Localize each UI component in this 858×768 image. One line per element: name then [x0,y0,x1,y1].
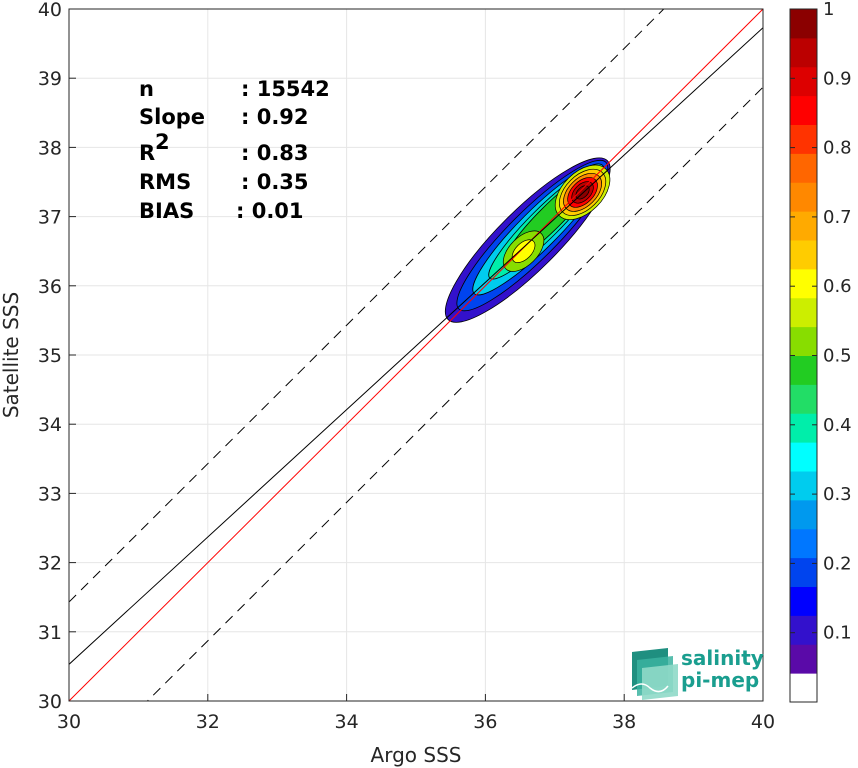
stat-superscript: 2 [155,130,170,154]
stat-value: : 0.92 [241,105,309,129]
logo-text-line2: pi-mep [681,668,759,692]
y-tick-label: 31 [38,622,62,644]
stat-value: : 0.35 [241,170,309,194]
density-peak-contour [511,239,536,263]
colorbar-segment [790,240,817,270]
colorbar-segment [790,326,817,356]
salinity-pimep-logo: salinity pi-mep [631,646,764,700]
colorbar-segment [790,384,817,414]
stat-label: R [139,141,155,165]
stat-label: n [139,77,154,101]
y-tick-label: 38 [38,137,62,159]
x-tick-label: 38 [612,711,636,733]
y-tick-label: 32 [38,553,62,575]
colorbar-segment [790,442,817,472]
colorbar-tick-label: 1 [823,0,834,20]
y-tick-label: 34 [38,414,62,436]
colorbar-segment [790,182,817,212]
stat-value: : 0.83 [241,141,309,165]
y-tick-label: 35 [38,345,62,367]
colorbar-segment [790,615,817,645]
y-tick-label: 30 [38,691,62,713]
line-identity [69,9,763,701]
colorbar-tick-label: 0.5 [823,346,852,367]
colorbar-tick-label: 0.3 [823,484,852,505]
colorbar-segment [790,268,817,299]
x-tick-label: 34 [335,711,359,733]
colorbar-segment [790,471,817,501]
x-tick-label: 36 [473,711,497,733]
x-tick-label: 32 [196,711,220,733]
logo-text-line1: salinity [681,646,764,670]
y-axis-ticks: 30 31 32 33 34 35 36 37 38 39 40 [38,0,76,713]
line-upper-bound [69,9,665,603]
stat-value: : 15542 [241,77,330,101]
line-regression [69,27,763,665]
colorbar-segment [790,211,817,241]
colorbar-tick-label: 0.6 [823,276,852,297]
stat-value: : 0.01 [236,199,304,223]
colorbar-segment [790,586,817,616]
colorbar-segment [790,557,817,587]
y-tick-label: 40 [38,0,62,21]
logo-wave-icon [631,648,678,700]
stat-label: Slope [139,105,205,129]
colorbar-segment [790,355,817,385]
line-lower-bound [146,86,763,701]
colorbar-segment [790,528,817,559]
y-tick-label: 33 [38,483,62,505]
y-tick-label: 39 [38,68,62,90]
colorbar: 0.1 0.2 0.3 0.4 0.5 0.6 0.7 0.8 0.9 1 [789,0,852,703]
colorbar-segment [790,66,817,97]
colorbar-tick-label: 0.7 [823,207,852,228]
x-axis-ticks: 30 32 34 36 38 40 [57,694,775,733]
colorbar-tick-label: 0.1 [823,623,852,644]
colorbar-segment [790,673,817,703]
colorbar-segment [790,413,817,443]
colorbar-segment [790,124,817,154]
density-contours [444,157,611,323]
reference-lines [69,9,763,701]
colorbar-segment [790,644,817,674]
x-tick-label: 30 [57,711,81,733]
colorbar-segment [790,499,817,530]
y-tick-label: 37 [38,207,62,229]
colorbar-segment [790,95,817,125]
stat-label: RMS [139,170,191,194]
colorbar-tick-label: 0.9 [823,68,852,89]
colorbar-tick-label: 0.4 [823,415,852,436]
x-axis-label: Argo SSS [371,743,462,767]
colorbar-tick-label: 0.8 [823,138,852,159]
colorbar-tick-label: 0.2 [823,553,852,574]
colorbar-segment [790,37,817,68]
y-tick-label: 36 [38,276,62,298]
x-tick-label: 40 [751,711,775,733]
colorbar-segment [790,9,817,39]
statistics-panel: n : 15542 Slope : 0.92 R 2 : 0.83 RMS : 0.35 BIAS… [139,77,330,223]
colorbar-segment [790,297,817,328]
y-axis-label: Satellite SSS [0,292,23,418]
stat-label: BIAS [139,199,194,223]
colorbar-segment [790,153,817,183]
